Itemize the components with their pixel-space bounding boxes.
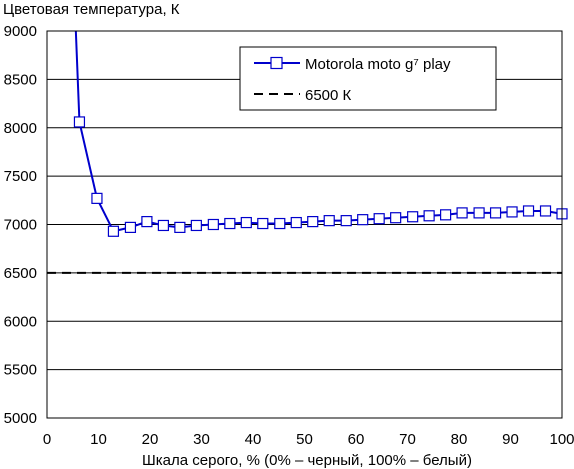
data-point — [290, 216, 302, 229]
y-axis-label: Цветовая температура, К — [3, 1, 180, 18]
x-tick-label: 30 — [193, 431, 210, 448]
data-point — [373, 213, 385, 225]
y-tick-label: 6000 — [4, 313, 37, 330]
y-tick-label: 8500 — [4, 71, 37, 88]
x-tick-label: 40 — [245, 431, 262, 448]
data-point — [190, 219, 202, 232]
data-point — [357, 214, 369, 226]
y-tick-label: 8000 — [4, 120, 37, 137]
data-point — [539, 205, 552, 217]
data-point — [407, 211, 419, 223]
data-point — [390, 212, 402, 224]
x-tick-label: 0 — [43, 431, 51, 448]
y-tick-label: 5500 — [4, 362, 37, 379]
x-tick-label: 20 — [142, 431, 159, 448]
data-point — [489, 207, 502, 219]
legend-marker-series-1 — [270, 56, 283, 70]
data-point — [124, 221, 137, 234]
data-point — [506, 206, 518, 218]
data-point — [456, 207, 468, 219]
y-tick-label: 7500 — [4, 168, 37, 185]
data-point — [157, 219, 169, 232]
data-point — [91, 192, 103, 204]
data-point — [141, 215, 153, 228]
series-layer — [47, 30, 568, 274]
x-tick-label: 100 — [549, 431, 574, 448]
data-point — [307, 215, 319, 228]
data-point — [240, 216, 252, 229]
data-point — [207, 218, 219, 231]
legend-label-series-1: Motorola moto g⁷ play — [305, 56, 451, 73]
x-tick-label: 60 — [348, 431, 365, 448]
data-point — [522, 205, 535, 217]
legend: Motorola moto g⁷ play 6500 К — [239, 46, 497, 111]
y-tick-label: 5000 — [4, 410, 37, 427]
data-point — [440, 209, 452, 221]
data-point — [73, 116, 86, 128]
y-tick-label: 6500 — [4, 265, 37, 282]
data-point — [174, 221, 186, 234]
y-tick-label: 9000 — [4, 23, 37, 40]
plot-border — [46, 30, 563, 419]
data-point — [423, 210, 435, 222]
data-point — [340, 215, 352, 227]
data-point — [257, 217, 269, 230]
data-point — [107, 225, 120, 237]
tick-labels: 5000 5500 6000 6500 7000 7500 8000 8500 9000 0 10 2… — [4, 23, 574, 448]
data-point — [473, 207, 485, 219]
x-tick-label: 10 — [90, 431, 107, 448]
data-point — [224, 217, 236, 230]
x-tick-label: 90 — [502, 431, 519, 448]
y-tick-label: 7000 — [4, 217, 37, 234]
legend-box — [239, 46, 497, 111]
data-point — [323, 215, 335, 227]
x-tick-label: 80 — [451, 431, 468, 448]
data-point — [274, 217, 286, 230]
x-tick-label: 70 — [399, 431, 416, 448]
x-axis-label: Шкала серого, % (0% – черный, 100% – бел… — [142, 452, 472, 469]
x-tick-label: 50 — [296, 431, 313, 448]
legend-label-series-2: 6500 К — [305, 87, 352, 104]
